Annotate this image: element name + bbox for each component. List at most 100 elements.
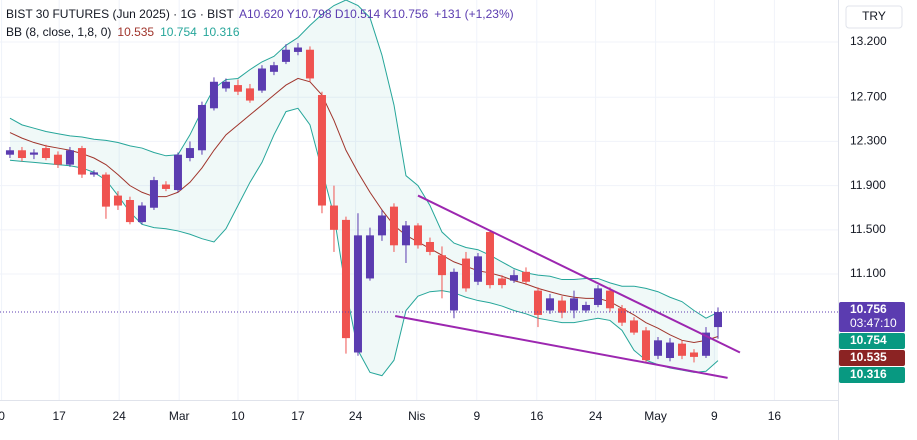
chart-title: BIST 30 FUTURES (Jun 2025) · 1G · BIST xyxy=(6,7,235,21)
candle-body xyxy=(29,152,38,155)
candle-body xyxy=(497,278,506,286)
indicator-value: 10.535 xyxy=(117,25,154,39)
y-tick-label: 11.100 xyxy=(850,266,886,280)
ohlc-text: A10.620 Y10.798 D10.514 K10.756 xyxy=(239,7,429,21)
x-tick-label: 24 xyxy=(349,409,363,423)
candle-body xyxy=(173,154,182,191)
indicator-line: BB (8, close, 1,8, 0) 10.535 10.754 10.316 xyxy=(6,25,240,39)
x-tick-label: 9 xyxy=(473,409,480,423)
candle-body xyxy=(137,205,146,223)
candle-body xyxy=(545,298,554,311)
x-tick-label: 17 xyxy=(52,409,66,423)
candle-body xyxy=(353,235,362,353)
candle-body xyxy=(557,300,566,313)
x-tick-label: 16 xyxy=(768,409,782,423)
band-label-box xyxy=(839,367,905,384)
candle-body xyxy=(665,342,674,359)
band-label: 10.754 xyxy=(850,333,887,347)
candle-body xyxy=(629,320,638,333)
candle-body xyxy=(65,150,74,165)
candle-body xyxy=(401,225,410,246)
x-tick-label: Nis xyxy=(408,409,425,423)
candle-body xyxy=(293,47,302,52)
candle-body xyxy=(101,174,110,207)
candle-body xyxy=(569,298,578,311)
candle-body xyxy=(641,330,650,361)
candle-body xyxy=(521,271,530,282)
candle-body xyxy=(257,68,266,91)
x-tick-label: 10 xyxy=(231,409,245,423)
candle-body xyxy=(701,332,710,356)
x-tick-label: 24 xyxy=(589,409,603,423)
candle-body xyxy=(689,352,698,357)
y-tick-label: 12.300 xyxy=(850,134,887,148)
candle-body xyxy=(317,95,326,206)
indicator-value: 10.316 xyxy=(203,25,240,39)
indicator-name: BB (8, close, 1,8, 0) xyxy=(6,25,111,39)
x-tick-label: 17 xyxy=(291,409,305,423)
band-line xyxy=(9,0,719,319)
candle-body xyxy=(53,154,62,165)
change-text: +131 (+1,23%) xyxy=(434,7,513,21)
band-label: 10.316 xyxy=(850,367,887,381)
plot xyxy=(0,0,838,400)
band-fill xyxy=(9,0,718,376)
header-line: BIST 30 FUTURES (Jun 2025) · 1G · BIST A1… xyxy=(6,7,514,21)
candle-body xyxy=(233,85,242,92)
x-tick-label: 9 xyxy=(711,409,718,423)
candle-body xyxy=(485,232,494,286)
y-tick-label: 12.700 xyxy=(850,89,887,103)
indicator-value: 10.754 xyxy=(160,25,197,39)
price-label: 10.756 xyxy=(850,302,887,316)
candle-body xyxy=(713,312,722,328)
candle-body xyxy=(461,258,470,289)
price-label-box xyxy=(839,302,905,333)
candle-body xyxy=(281,49,290,62)
candle-body xyxy=(77,148,86,175)
candle-body xyxy=(425,241,434,252)
x-tick-label: 0 xyxy=(0,409,5,423)
candle-body xyxy=(125,200,134,223)
candle-body xyxy=(437,255,446,276)
candle-body xyxy=(377,215,386,236)
candle-body xyxy=(677,343,686,356)
candle-body xyxy=(209,81,218,109)
countdown: 03:47:10 xyxy=(850,316,897,330)
candle-body xyxy=(581,304,590,311)
candle-body xyxy=(605,290,614,309)
band-label: 10.535 xyxy=(850,350,887,364)
candle-body xyxy=(341,219,350,339)
candle-body xyxy=(17,150,26,159)
candle-body xyxy=(5,150,14,155)
currency-box[interactable] xyxy=(845,5,903,29)
band-label-box xyxy=(839,350,905,367)
candle-body xyxy=(149,180,158,208)
y-tick-label: 13.200 xyxy=(850,34,887,48)
trendline xyxy=(417,194,741,354)
candle-body xyxy=(473,256,482,282)
y-tick-label: 11.500 xyxy=(850,222,886,236)
x-tick-label: 24 xyxy=(112,409,126,423)
candle-body xyxy=(365,235,374,279)
candle-body xyxy=(413,225,422,246)
candle-body xyxy=(305,49,314,79)
candle-body xyxy=(245,88,254,101)
candle-body xyxy=(113,195,122,206)
currency[interactable]: TRY xyxy=(862,9,886,23)
candle-body xyxy=(185,148,194,159)
axis: 13.200 12.700 12.300 11.900 11.500 11.100 0 17 2… xyxy=(0,34,905,423)
candle-body xyxy=(593,288,602,305)
y-tick-label: 11.900 xyxy=(850,178,886,192)
candle-body xyxy=(617,308,626,323)
candle-body xyxy=(533,290,542,315)
candle-body xyxy=(41,148,50,159)
band-label-box xyxy=(839,333,905,350)
candle-body xyxy=(269,65,278,72)
candle-body xyxy=(197,104,206,151)
trendline xyxy=(394,315,728,379)
x-tick-label: Mar xyxy=(169,409,190,423)
candle-body xyxy=(653,340,662,356)
candle-body xyxy=(161,184,170,189)
